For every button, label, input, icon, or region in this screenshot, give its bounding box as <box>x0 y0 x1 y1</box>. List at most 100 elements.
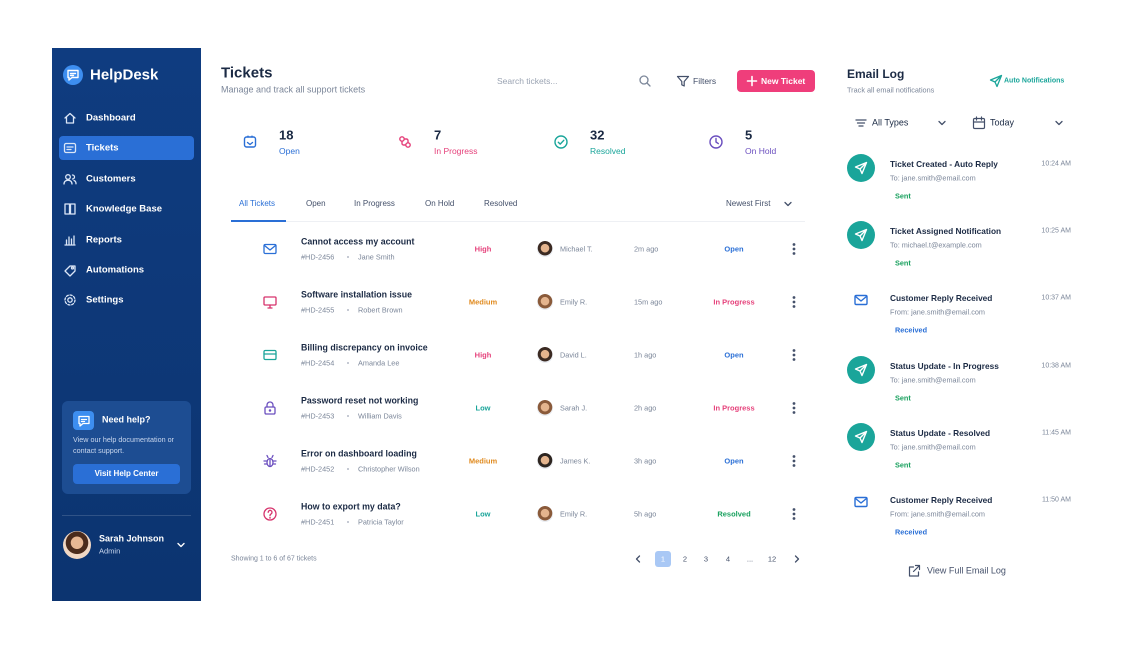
date-filter[interactable]: Today <box>990 117 1015 128</box>
ticket-title[interactable]: Billing discrepancy on invoice <box>301 342 428 353</box>
tab[interactable]: Resolved <box>484 199 518 208</box>
row-menu[interactable] <box>786 400 802 416</box>
ticket-title[interactable]: Software installation issue <box>301 289 412 300</box>
new-ticket-button[interactable] <box>737 70 815 92</box>
sent-icon <box>854 161 868 175</box>
plus-icon[interactable] <box>744 73 760 89</box>
ticket-priority: Medium <box>468 456 498 466</box>
ticket-icon <box>264 401 276 415</box>
tab[interactable]: Open <box>306 199 326 208</box>
separator-dot <box>347 256 349 258</box>
view-all-icon[interactable] <box>906 563 922 579</box>
auto-notifications[interactable]: Auto Notifications <box>1004 77 1065 85</box>
ticket-time: 2h ago <box>634 403 657 413</box>
page-number[interactable]: 1 <box>660 554 666 564</box>
ticket-status: In Progress <box>713 297 755 307</box>
ticket-priority: High <box>474 244 492 254</box>
email-status: Sent <box>895 191 911 201</box>
email-title: Customer Reply Received <box>890 293 993 304</box>
row-menu[interactable] <box>786 506 802 522</box>
nav-item[interactable]: Reports <box>86 233 122 245</box>
nav-item[interactable]: Tickets <box>86 142 119 154</box>
nav-icon[interactable] <box>62 171 78 187</box>
filter-icon[interactable] <box>675 73 691 89</box>
page-next[interactable] <box>789 551 805 567</box>
type-filter-chevron[interactable] <box>934 115 950 131</box>
nav-item[interactable]: Knowledge Base <box>86 203 163 215</box>
ticket-title[interactable]: How to export my data? <box>301 501 401 512</box>
brand: HelpDesk <box>90 66 159 84</box>
email-recipient: From: jane.smith@email.com <box>890 307 985 317</box>
ticket-title[interactable]: Password reset not working <box>301 395 419 406</box>
row-menu[interactable] <box>786 294 802 310</box>
new-ticket-label[interactable]: New Ticket <box>761 75 806 86</box>
filters-button[interactable]: Filters <box>693 75 717 86</box>
ticket-time: 15m ago <box>634 297 663 307</box>
page-number[interactable]: 4 <box>725 554 731 564</box>
stat-label: On Hold <box>745 145 777 156</box>
row-menu[interactable] <box>786 241 802 257</box>
page-prev[interactable] <box>630 551 646 567</box>
row-menu[interactable] <box>786 347 802 363</box>
stat-icon <box>243 135 257 148</box>
ticket-icon <box>263 507 277 521</box>
date-filter-chevron[interactable] <box>1051 115 1067 131</box>
nav-icon[interactable] <box>62 201 78 217</box>
auto-icon[interactable] <box>988 73 1004 89</box>
ticket-agent: Sarah J. <box>560 403 588 413</box>
nav-icon[interactable] <box>62 140 78 156</box>
row-menu[interactable] <box>786 453 802 469</box>
type-filter[interactable]: All Types <box>872 117 909 128</box>
email-time: 11:50 AM <box>1041 496 1071 504</box>
nav-item[interactable]: Automations <box>86 264 145 276</box>
ticket-status: Open <box>724 350 744 360</box>
nav-icon[interactable] <box>62 232 78 248</box>
ticket-id: #HD-2455 <box>301 305 335 315</box>
agent-avatar <box>537 400 553 416</box>
nav-icon[interactable] <box>62 110 78 126</box>
type-filter-icon[interactable] <box>853 115 869 131</box>
email-time: 10:38 AM <box>1041 362 1071 370</box>
nav-icon[interactable] <box>62 292 78 308</box>
help-icon <box>77 415 90 427</box>
agent-avatar <box>537 241 553 257</box>
ticket-status: Open <box>724 244 744 254</box>
user-menu[interactable] <box>173 537 189 553</box>
page-number[interactable]: 3 <box>703 554 709 564</box>
ticket-agent: David L. <box>560 350 587 360</box>
page-current-bg <box>655 551 671 567</box>
tab[interactable]: All Tickets <box>239 199 276 208</box>
user-role: Admin <box>99 546 121 556</box>
ticket-id: #HD-2452 <box>301 464 335 474</box>
search-icon <box>639 75 651 87</box>
help-button-label[interactable]: Visit Help Center <box>94 469 159 478</box>
ticket-status: Resolved <box>717 509 751 519</box>
nav-item[interactable]: Dashboard <box>86 112 136 124</box>
stat-label: Open <box>279 145 300 156</box>
help-button[interactable] <box>73 464 180 484</box>
tab[interactable]: On Hold <box>425 199 455 208</box>
sort-chevron[interactable] <box>780 196 796 212</box>
page-title: Tickets <box>221 64 273 82</box>
email-status: Sent <box>895 392 911 402</box>
ticket-customer: Amanda Lee <box>358 358 400 368</box>
search-input[interactable]: Search tickets... <box>497 75 558 86</box>
nav-active-bg <box>59 136 194 161</box>
ticket-icon <box>263 454 277 468</box>
ticket-title[interactable]: Cannot access my account <box>301 236 415 247</box>
view-all-link[interactable]: View Full Email Log <box>927 565 1006 576</box>
date-filter-icon[interactable] <box>971 115 987 131</box>
page-number[interactable]: ... <box>746 554 754 564</box>
nav-item[interactable]: Customers <box>86 173 136 185</box>
ticket-time: 1h ago <box>634 350 657 360</box>
nav-icon[interactable] <box>62 262 78 278</box>
tabs-divider <box>231 221 805 222</box>
tab[interactable]: In Progress <box>354 199 395 208</box>
ticket-title[interactable]: Error on dashboard loading <box>301 448 417 459</box>
sort-select[interactable]: Newest First <box>726 199 771 208</box>
page-number[interactable]: 12 <box>767 554 777 564</box>
page-number[interactable]: 2 <box>682 554 688 564</box>
email-recipient: To: michael.t@example.com <box>890 240 982 250</box>
stat-label: In Progress <box>434 145 478 156</box>
nav-item[interactable]: Settings <box>86 294 124 306</box>
